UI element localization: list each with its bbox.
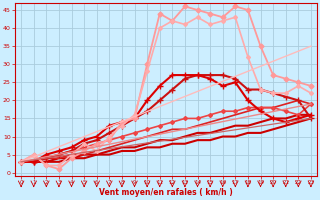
X-axis label: Vent moyen/en rafales ( km/h ): Vent moyen/en rafales ( km/h ) [99, 188, 233, 197]
